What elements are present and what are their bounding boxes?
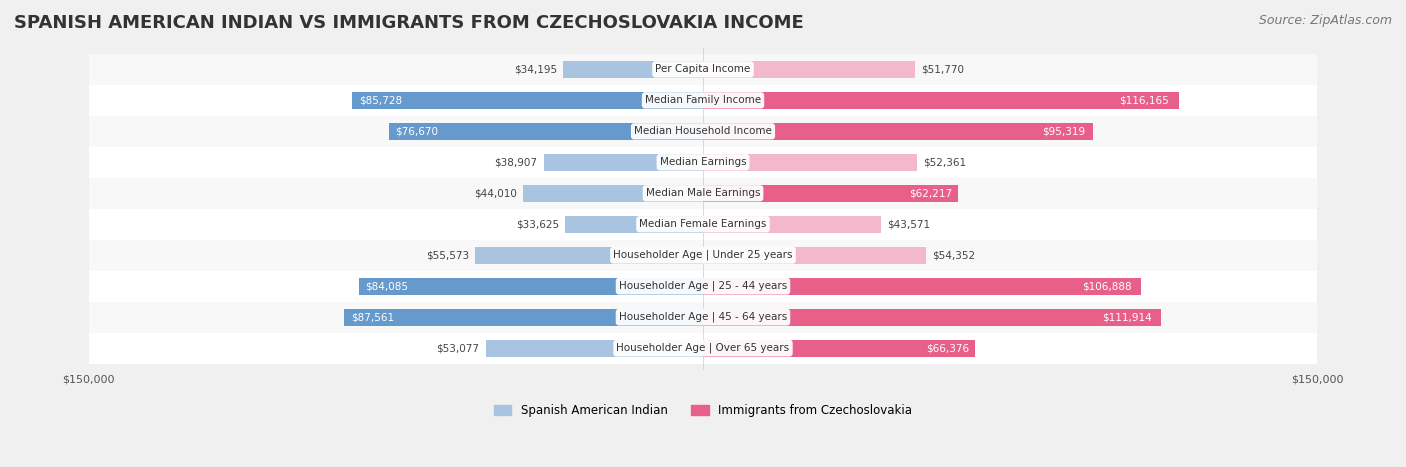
Text: Median Female Earnings: Median Female Earnings xyxy=(640,219,766,229)
Bar xyxy=(89,333,1317,364)
Text: $85,728: $85,728 xyxy=(359,95,402,106)
Bar xyxy=(89,85,1317,116)
Bar xyxy=(703,340,974,357)
Bar xyxy=(485,340,703,357)
Text: $43,571: $43,571 xyxy=(887,219,931,229)
Bar xyxy=(703,185,957,202)
Text: $84,085: $84,085 xyxy=(366,281,409,291)
Bar xyxy=(565,216,703,233)
Bar xyxy=(544,154,703,171)
Bar xyxy=(89,240,1317,271)
Text: $116,165: $116,165 xyxy=(1119,95,1170,106)
Bar xyxy=(562,61,703,78)
Text: Householder Age | 45 - 64 years: Householder Age | 45 - 64 years xyxy=(619,312,787,322)
Text: $54,352: $54,352 xyxy=(932,250,974,260)
Text: $62,217: $62,217 xyxy=(910,188,953,198)
Bar xyxy=(523,185,703,202)
Bar xyxy=(703,154,918,171)
Text: Median Male Earnings: Median Male Earnings xyxy=(645,188,761,198)
Bar xyxy=(703,123,1094,140)
Text: Median Household Income: Median Household Income xyxy=(634,126,772,136)
Text: Median Family Income: Median Family Income xyxy=(645,95,761,106)
Text: Householder Age | Under 25 years: Householder Age | Under 25 years xyxy=(613,250,793,261)
Text: Householder Age | Over 65 years: Householder Age | Over 65 years xyxy=(616,343,790,354)
Bar xyxy=(475,247,703,264)
Bar xyxy=(703,61,915,78)
Bar xyxy=(703,216,882,233)
Text: $38,907: $38,907 xyxy=(495,157,537,167)
Text: $55,573: $55,573 xyxy=(426,250,470,260)
Text: $87,561: $87,561 xyxy=(352,312,395,322)
Text: $52,361: $52,361 xyxy=(924,157,967,167)
Text: $111,914: $111,914 xyxy=(1102,312,1152,322)
Bar xyxy=(389,123,703,140)
Bar xyxy=(352,92,703,109)
Text: $106,888: $106,888 xyxy=(1083,281,1132,291)
Bar xyxy=(89,209,1317,240)
Text: Median Earnings: Median Earnings xyxy=(659,157,747,167)
Bar xyxy=(703,247,925,264)
Text: Householder Age | 25 - 44 years: Householder Age | 25 - 44 years xyxy=(619,281,787,291)
Text: Source: ZipAtlas.com: Source: ZipAtlas.com xyxy=(1258,14,1392,27)
Bar xyxy=(89,116,1317,147)
Bar xyxy=(89,54,1317,85)
Bar xyxy=(344,309,703,325)
Bar xyxy=(359,278,703,295)
Text: SPANISH AMERICAN INDIAN VS IMMIGRANTS FROM CZECHOSLOVAKIA INCOME: SPANISH AMERICAN INDIAN VS IMMIGRANTS FR… xyxy=(14,14,804,32)
Bar xyxy=(89,302,1317,333)
Text: $95,319: $95,319 xyxy=(1042,126,1085,136)
Bar xyxy=(89,271,1317,302)
Text: $33,625: $33,625 xyxy=(516,219,560,229)
Text: $53,077: $53,077 xyxy=(436,343,479,353)
Bar xyxy=(703,92,1178,109)
Legend: Spanish American Indian, Immigrants from Czechoslovakia: Spanish American Indian, Immigrants from… xyxy=(489,399,917,422)
Text: $44,010: $44,010 xyxy=(474,188,516,198)
Text: Per Capita Income: Per Capita Income xyxy=(655,64,751,74)
Bar xyxy=(703,309,1161,325)
Bar xyxy=(89,147,1317,178)
Text: $51,770: $51,770 xyxy=(921,64,965,74)
Text: $34,195: $34,195 xyxy=(513,64,557,74)
Bar xyxy=(703,278,1140,295)
Text: $66,376: $66,376 xyxy=(927,343,969,353)
Bar xyxy=(89,178,1317,209)
Text: $76,670: $76,670 xyxy=(395,126,439,136)
